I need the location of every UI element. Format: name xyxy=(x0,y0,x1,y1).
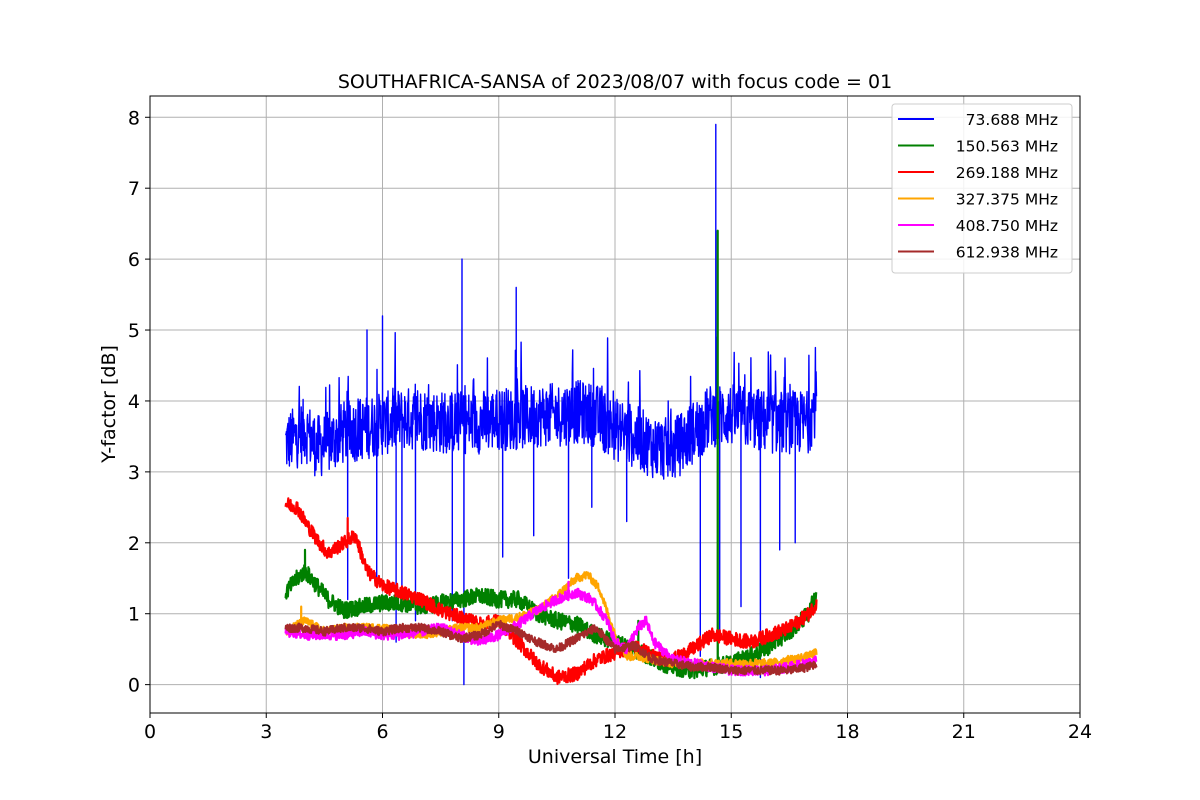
x-tick-label: 24 xyxy=(1068,721,1092,743)
x-tick-label: 6 xyxy=(376,721,388,743)
series-line-5 xyxy=(284,619,818,676)
series-line-0 xyxy=(284,123,818,686)
legend-label: 269.188 MHz xyxy=(956,164,1058,182)
y-tick-label: 3 xyxy=(128,462,140,484)
y-tick-label: 6 xyxy=(128,249,140,271)
x-tick-label: 0 xyxy=(144,721,156,743)
legend-label: 150.563 MHz xyxy=(956,138,1058,156)
chart-title: SOUTHAFRICA-SANSA of 2023/08/07 with foc… xyxy=(338,71,892,93)
y-tick-label: 8 xyxy=(128,107,140,129)
legend-label: 73.688 MHz xyxy=(966,111,1058,129)
y-tick-label: 7 xyxy=(128,178,140,200)
legend-label: 408.750 MHz xyxy=(956,217,1058,235)
series-line-2 xyxy=(284,497,818,686)
x-tick-label: 21 xyxy=(952,721,976,743)
y-tick-label: 2 xyxy=(128,533,140,555)
series-layer xyxy=(284,123,818,686)
y-tick-label: 4 xyxy=(128,391,140,413)
y-tick-label: 5 xyxy=(128,320,140,342)
x-tick-label: 15 xyxy=(719,721,743,743)
y-axis-ticks: 0 1 2 3 4 5 6 7 8 xyxy=(128,107,150,697)
legend-box xyxy=(891,103,1073,274)
legend: 73.688 MHz 150.563 MHz 269.188 MHz 327.375 … xyxy=(891,103,1073,274)
x-axis-ticks: 0 3 6 9 12 15 18 21 24 xyxy=(144,713,1092,743)
y-tick-label: 1 xyxy=(128,604,140,626)
x-tick-label: 3 xyxy=(260,721,272,743)
y-axis-title: Y-factor [dB] xyxy=(98,345,120,464)
x-tick-label: 18 xyxy=(835,721,859,743)
legend-label: 612.938 MHz xyxy=(956,244,1058,262)
y-tick-label: 0 xyxy=(128,675,140,697)
x-axis-title: Universal Time [h] xyxy=(528,746,702,768)
x-tick-label: 12 xyxy=(603,721,627,743)
legend-label: 327.375 MHz xyxy=(956,191,1058,209)
x-tick-label: 9 xyxy=(493,721,505,743)
